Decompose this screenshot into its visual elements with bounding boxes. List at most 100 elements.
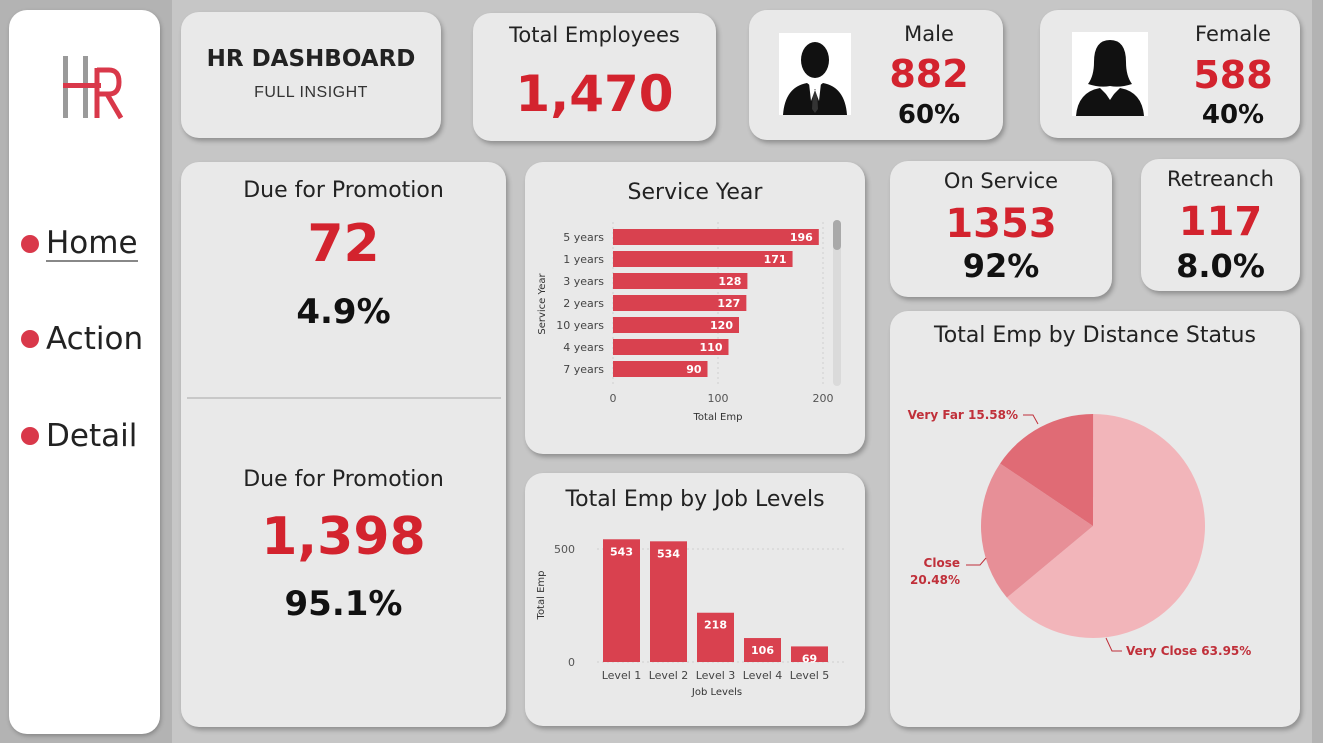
job-y-tick: 0: [568, 656, 575, 669]
distance-status-card: Total Emp by Distance Status Very Far 15…: [890, 311, 1300, 727]
nav-bullet-icon: [21, 427, 39, 445]
service-x-axis-label: Total Emp: [693, 412, 743, 423]
service-year-card: Service Year 0 100 200 5 years 196 1 years 171…: [525, 162, 865, 454]
job-bar-value: 534: [657, 547, 680, 560]
nav-item-action[interactable]: Action: [21, 321, 143, 357]
dashboard-title-card: HR DASHBOARD FULL INSIGHT: [181, 12, 441, 138]
male-count: 882: [889, 52, 969, 96]
service-category-label: 1 years: [563, 253, 604, 266]
service-bar[interactable]: [613, 361, 708, 377]
on-service-percent: 92%: [962, 247, 1040, 285]
male-avatar-icon: [779, 33, 851, 115]
pie-leader-line: [1105, 637, 1122, 652]
female-avatar-icon: [1072, 32, 1148, 116]
job-levels-chart-title: Total Emp by Job Levels: [565, 487, 825, 512]
service-bar[interactable]: [613, 229, 819, 245]
service-bar-value: 120: [710, 319, 733, 332]
on-service-value: 1353: [945, 201, 1057, 247]
service-bar[interactable]: [613, 339, 729, 355]
service-category-label: 5 years: [563, 231, 604, 244]
pie-label-close: Close: [924, 556, 960, 570]
service-x-tick: 200: [813, 392, 834, 405]
pie-label-close-percent: 20.48%: [910, 573, 960, 587]
pie-label-very-close: Very Close 63.95%: [1126, 644, 1251, 658]
pie-slice[interactable]: [1006, 414, 1205, 638]
retrench-percent: 8.0%: [1176, 247, 1265, 285]
job-category-label: Level 4: [743, 669, 783, 682]
nav-label-detail: Detail: [46, 418, 138, 454]
female-card: Female 588 40%: [1040, 10, 1300, 138]
divider: [187, 397, 501, 399]
service-bar-value: 171: [764, 253, 787, 266]
service-bar[interactable]: [613, 317, 739, 333]
job-bar[interactable]: [650, 541, 687, 662]
job-category-label: Level 1: [602, 669, 642, 682]
service-bar-value: 110: [700, 341, 723, 354]
job-bar[interactable]: [603, 539, 640, 662]
service-bar[interactable]: [613, 273, 748, 289]
distance-pie-chart: Very Far 15.58% Close 20.48% Very Close 63.…: [908, 408, 1252, 658]
female-count: 588: [1193, 53, 1273, 97]
service-y-axis-label: Service Year: [537, 272, 548, 334]
nav-label-home: Home: [46, 225, 138, 262]
nav-item-home[interactable]: Home: [21, 226, 138, 262]
job-bar[interactable]: [744, 638, 781, 662]
service-bar[interactable]: [613, 295, 747, 311]
total-employees-value: 1,470: [515, 65, 674, 123]
service-category-label: 10 years: [556, 319, 604, 332]
nav-label-action: Action: [46, 321, 144, 357]
promotion-card: Due for Promotion 72 4.9% Due for Promot…: [181, 162, 506, 727]
total-employees-label: Total Employees: [509, 23, 680, 47]
pie-leader-line: [966, 557, 987, 566]
promotion-due-percent: 4.9%: [296, 292, 391, 332]
total-employees-card: Total Employees 1,470: [473, 13, 716, 141]
nav-bullet-icon: [21, 235, 39, 253]
job-bar-value: 218: [704, 619, 727, 632]
on-service-card: On Service 1353 92%: [890, 161, 1112, 297]
pie-slice[interactable]: [981, 463, 1093, 598]
promotion-due-value: 72: [307, 214, 380, 274]
job-category-label: Level 5: [790, 669, 830, 682]
job-y-axis-label: Total Emp: [536, 571, 547, 621]
promotion-not-due-percent: 95.1%: [284, 584, 403, 624]
service-category-label: 2 years: [563, 297, 604, 310]
retrench-label: Retreanch: [1167, 167, 1274, 191]
on-service-label: On Service: [943, 169, 1059, 193]
hr-logo-icon: [63, 56, 124, 120]
pie-label-very-far: Very Far 15.58%: [908, 408, 1018, 422]
job-bar[interactable]: [697, 612, 734, 662]
service-category-label: 4 years: [563, 341, 604, 354]
nav-bullet-icon: [21, 330, 39, 348]
service-bar-value: 90: [686, 363, 702, 376]
male-card: Male 882 60%: [749, 10, 1003, 140]
service-category-label: 3 years: [563, 275, 604, 288]
job-levels-chart: 0 500 543 Level 1 534 Level 2 218 Level 3 106 Lev…: [536, 539, 847, 698]
retrench-card: Retreanch 117 8.0%: [1141, 159, 1300, 291]
female-percent: 40%: [1201, 100, 1265, 130]
service-scrollbar-thumb[interactable]: [833, 220, 841, 250]
pie-slice[interactable]: [1000, 414, 1094, 526]
job-bar-value: 543: [610, 545, 633, 558]
service-bar[interactable]: [613, 251, 793, 267]
nav-item-detail[interactable]: Detail: [21, 418, 137, 454]
job-bar[interactable]: [791, 646, 828, 662]
male-percent: 60%: [897, 100, 961, 130]
sidebar: Home Action Detail: [9, 10, 160, 734]
job-bar-value: 69: [802, 652, 817, 665]
service-year-chart: 0 100 200 5 years 196 1 years 171 3 years 128 2 y…: [537, 220, 841, 423]
dashboard-title: HR DASHBOARD: [206, 46, 416, 72]
female-label: Female: [1195, 22, 1271, 46]
promotion-not-due-label: Due for Promotion: [243, 467, 444, 492]
service-x-tick: 0: [610, 392, 617, 405]
job-category-label: Level 2: [649, 669, 689, 682]
service-bar-value: 196: [790, 231, 813, 244]
dashboard-subtitle: FULL INSIGHT: [254, 84, 368, 101]
distance-chart-title: Total Emp by Distance Status: [934, 323, 1256, 348]
job-levels-card: Total Emp by Job Levels 0 500 543 Level 1 53…: [525, 473, 865, 726]
job-x-axis-label: Job Levels: [691, 687, 742, 698]
service-scrollbar-track: [833, 220, 841, 386]
male-label: Male: [904, 22, 954, 46]
service-year-chart-title: Service Year: [627, 180, 763, 205]
pie-leader-line: [1023, 414, 1039, 425]
promotion-due-label: Due for Promotion: [243, 178, 444, 203]
